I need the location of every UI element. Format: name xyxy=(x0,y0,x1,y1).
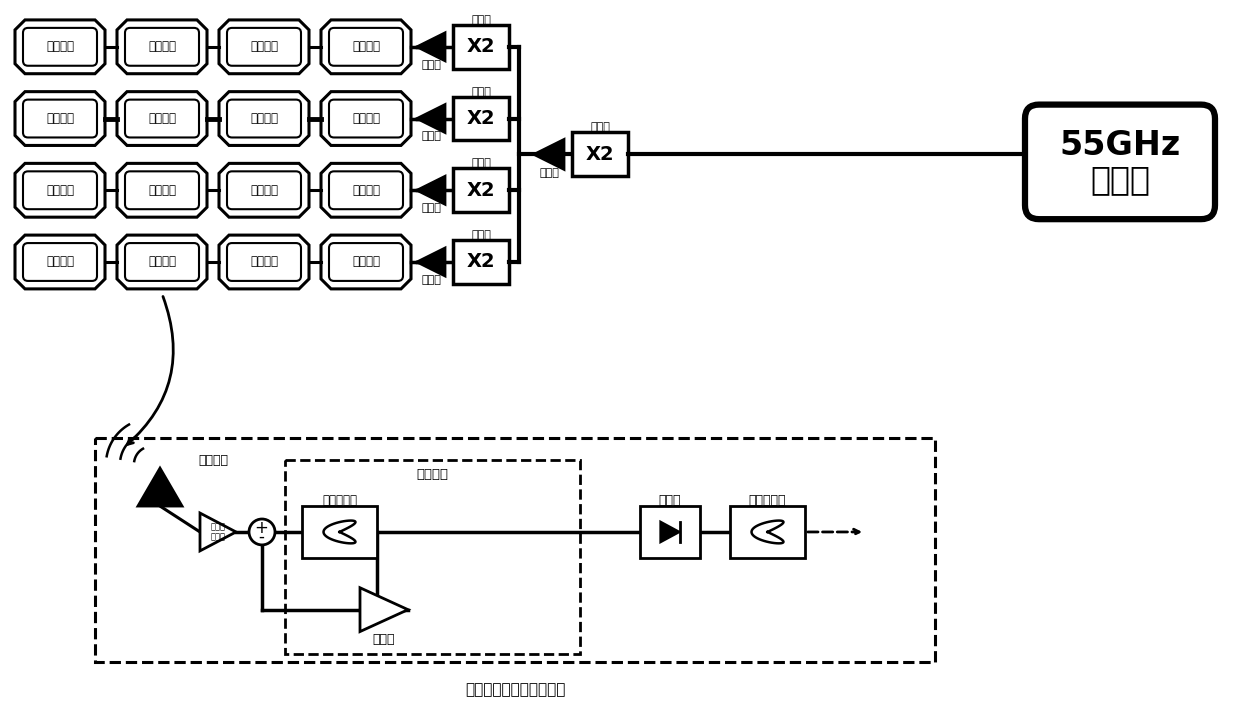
Bar xyxy=(453,240,508,284)
FancyBboxPatch shape xyxy=(125,28,198,66)
Text: -: - xyxy=(258,528,264,546)
Polygon shape xyxy=(117,92,207,145)
Text: X2: X2 xyxy=(585,145,614,164)
Text: 探测单元: 探测单元 xyxy=(148,41,176,53)
Polygon shape xyxy=(219,163,309,217)
Text: 探测单元: 探测单元 xyxy=(46,112,74,125)
Bar xyxy=(285,461,580,655)
Text: 接收天线: 接收天线 xyxy=(198,454,228,467)
FancyBboxPatch shape xyxy=(1025,104,1215,219)
Text: 探测单元: 探测单元 xyxy=(352,112,379,125)
Polygon shape xyxy=(417,177,445,204)
Text: 锁相环: 锁相环 xyxy=(1090,163,1149,196)
Polygon shape xyxy=(321,20,410,74)
Text: 带通滤波器: 带通滤波器 xyxy=(322,494,357,507)
Polygon shape xyxy=(117,20,207,74)
Polygon shape xyxy=(321,92,410,145)
Polygon shape xyxy=(117,235,207,289)
Text: X2: X2 xyxy=(466,252,495,271)
Polygon shape xyxy=(15,92,105,145)
Bar xyxy=(730,506,805,558)
Polygon shape xyxy=(360,587,408,632)
Polygon shape xyxy=(661,522,680,543)
Text: 55GHz: 55GHz xyxy=(1059,130,1180,163)
Bar xyxy=(572,132,627,177)
Bar xyxy=(453,25,508,69)
Text: 二倍频: 二倍频 xyxy=(471,158,491,168)
Text: 探测单元: 探测单元 xyxy=(250,112,278,125)
Polygon shape xyxy=(117,163,207,217)
Text: 探测单元: 探测单元 xyxy=(46,255,74,268)
Text: 缓冲器: 缓冲器 xyxy=(539,168,559,178)
Polygon shape xyxy=(138,468,182,506)
Text: +: + xyxy=(254,519,268,537)
Text: 探测单元: 探测单元 xyxy=(148,184,176,197)
Text: X2: X2 xyxy=(466,37,495,56)
FancyBboxPatch shape xyxy=(329,171,403,209)
FancyBboxPatch shape xyxy=(24,243,97,281)
Bar xyxy=(95,438,935,662)
FancyBboxPatch shape xyxy=(227,100,301,137)
Polygon shape xyxy=(417,248,445,276)
Polygon shape xyxy=(321,235,410,289)
Text: 探测单元: 探测单元 xyxy=(46,184,74,197)
FancyBboxPatch shape xyxy=(125,171,198,209)
Text: 低通滤波器: 低通滤波器 xyxy=(749,494,786,507)
Text: 探测单元: 探测单元 xyxy=(46,41,74,53)
Polygon shape xyxy=(417,104,445,132)
Polygon shape xyxy=(321,163,410,217)
Text: 探测单元: 探测单元 xyxy=(250,184,278,197)
Text: 缓冲器: 缓冲器 xyxy=(422,132,441,142)
Text: 整流器: 整流器 xyxy=(658,494,681,507)
Text: 探测单元: 探测单元 xyxy=(148,255,176,268)
FancyBboxPatch shape xyxy=(24,171,97,209)
Text: 二倍频: 二倍频 xyxy=(471,230,491,240)
FancyBboxPatch shape xyxy=(329,243,403,281)
Bar xyxy=(453,97,508,140)
Text: 探测单元: 探测单元 xyxy=(352,255,379,268)
FancyBboxPatch shape xyxy=(24,100,97,137)
FancyBboxPatch shape xyxy=(125,243,198,281)
Text: X2: X2 xyxy=(466,109,495,128)
Polygon shape xyxy=(15,235,105,289)
Circle shape xyxy=(249,519,275,545)
Bar xyxy=(640,506,701,558)
Text: 探测单元: 探测单元 xyxy=(250,255,278,268)
Text: 再生结构: 再生结构 xyxy=(417,468,449,481)
Text: 探测单元: 探测单元 xyxy=(148,112,176,125)
FancyBboxPatch shape xyxy=(329,28,403,66)
Text: 基于再生结构的探测单元: 基于再生结构的探测单元 xyxy=(465,682,565,697)
Text: 低噪声
放大器: 低噪声 放大器 xyxy=(211,522,226,542)
Text: 二倍频: 二倍频 xyxy=(471,15,491,25)
Text: 放大器: 放大器 xyxy=(373,633,396,646)
Polygon shape xyxy=(219,235,309,289)
Bar xyxy=(453,168,508,212)
Polygon shape xyxy=(417,33,445,61)
Text: X2: X2 xyxy=(466,181,495,200)
FancyBboxPatch shape xyxy=(125,100,198,137)
Bar xyxy=(303,506,377,558)
Text: 二倍频: 二倍频 xyxy=(590,123,610,132)
FancyBboxPatch shape xyxy=(227,243,301,281)
Text: 探测单元: 探测单元 xyxy=(352,41,379,53)
Text: 缓冲器: 缓冲器 xyxy=(422,203,441,213)
Text: 探测单元: 探测单元 xyxy=(352,184,379,197)
Polygon shape xyxy=(219,92,309,145)
FancyBboxPatch shape xyxy=(329,100,403,137)
Text: 探测单元: 探测单元 xyxy=(250,41,278,53)
FancyBboxPatch shape xyxy=(24,28,97,66)
Polygon shape xyxy=(15,163,105,217)
Polygon shape xyxy=(15,20,105,74)
Text: 二倍频: 二倍频 xyxy=(471,87,491,97)
FancyBboxPatch shape xyxy=(227,28,301,66)
Polygon shape xyxy=(534,139,564,170)
FancyBboxPatch shape xyxy=(227,171,301,209)
Text: 缓冲器: 缓冲器 xyxy=(422,275,441,285)
Text: 缓冲器: 缓冲器 xyxy=(422,60,441,70)
Polygon shape xyxy=(200,513,236,551)
Polygon shape xyxy=(219,20,309,74)
